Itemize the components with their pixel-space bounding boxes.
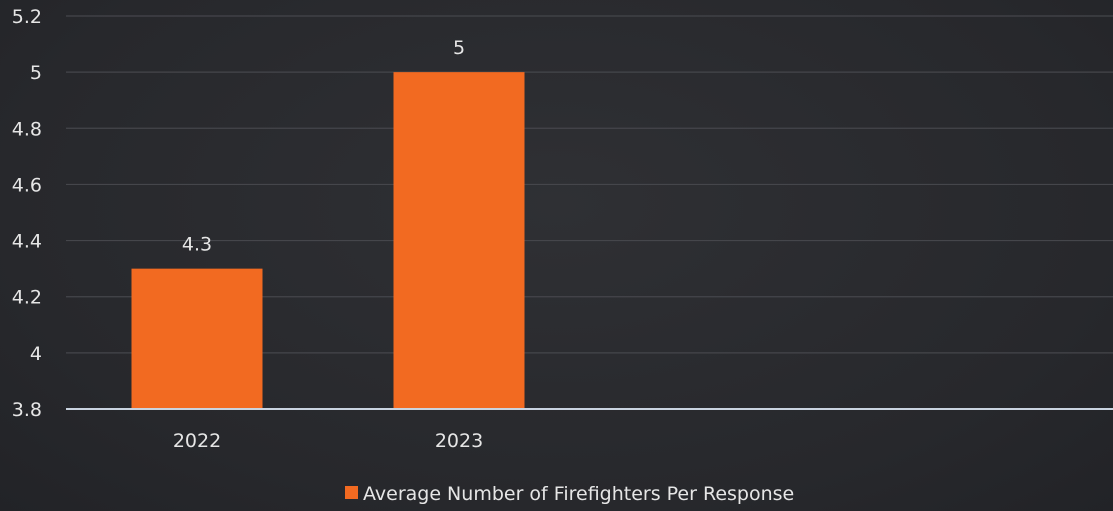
bar-2022 (131, 268, 263, 409)
y-tick-label: 5.2 (12, 6, 42, 28)
y-tick-label: 4.6 (12, 174, 42, 196)
legend-label: Average Number of Firefighters Per Respo… (363, 483, 794, 505)
labels: 3.8 4 4.2 4.4 4.6 4.8 5 5.2 4.3 2022 5 2023 (12, 6, 483, 452)
bar-2023 (393, 72, 525, 410)
bars (131, 72, 525, 410)
legend: Average Number of Firefighters Per Respo… (345, 483, 794, 505)
x-tick-label-2023: 2023 (435, 430, 483, 452)
x-tick-label-2022: 2022 (173, 430, 221, 452)
data-label-2022: 4.3 (182, 234, 212, 256)
y-tick-label: 4.8 (12, 118, 42, 140)
legend-swatch (345, 486, 358, 499)
y-tick-label: 3.8 (12, 399, 42, 421)
data-label-2023: 5 (453, 37, 465, 59)
y-tick-label: 4.2 (12, 287, 42, 309)
y-tick-label: 5 (30, 62, 42, 84)
y-tick-label: 4.4 (12, 231, 42, 253)
y-tick-label: 4 (30, 343, 42, 365)
